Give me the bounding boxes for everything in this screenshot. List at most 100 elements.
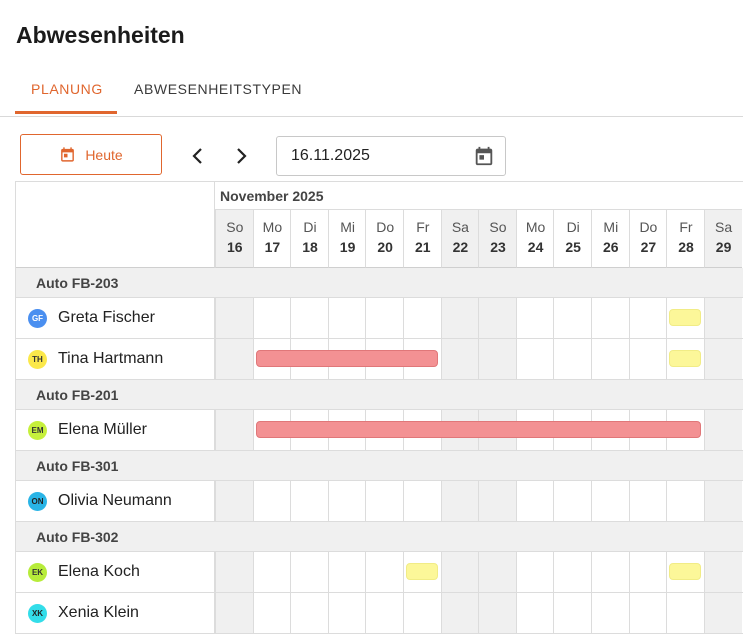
day-header: Fr 21 <box>403 209 442 268</box>
tab-abwesenheitstypen[interactable]: ABWESENHEITSTYPEN <box>134 81 303 97</box>
day-cell[interactable] <box>703 298 743 338</box>
day-cell[interactable] <box>591 339 630 379</box>
day-cell[interactable] <box>628 593 668 633</box>
day-cell[interactable] <box>478 593 517 633</box>
day-cell[interactable] <box>666 298 705 338</box>
day-cell[interactable] <box>327 552 367 592</box>
today-button[interactable]: Heute <box>20 134 162 175</box>
day-cell[interactable] <box>591 593 630 633</box>
day-cell[interactable] <box>403 298 442 338</box>
day-cell[interactable] <box>290 593 329 633</box>
person-name-cell[interactable]: GF Greta Fischer <box>16 298 215 338</box>
day-cell[interactable] <box>290 298 329 338</box>
day-cell[interactable] <box>703 552 743 592</box>
day-cell[interactable] <box>215 339 254 379</box>
day-cell[interactable] <box>252 552 292 592</box>
day-cell[interactable] <box>553 339 592 379</box>
day-cell[interactable] <box>628 339 668 379</box>
day-cell[interactable] <box>478 298 517 338</box>
person-name-cell[interactable]: EK Elena Koch <box>16 552 215 592</box>
absence-bar[interactable] <box>669 350 701 367</box>
day-cell[interactable] <box>553 552 592 592</box>
day-cell[interactable] <box>703 481 743 521</box>
calendar-icon[interactable] <box>473 145 495 167</box>
day-cell[interactable] <box>478 481 517 521</box>
active-tab-indicator <box>15 111 117 114</box>
day-cell[interactable] <box>591 552 630 592</box>
day-name: Mo <box>262 219 283 235</box>
day-cell[interactable] <box>215 481 254 521</box>
day-cell[interactable] <box>666 552 705 592</box>
day-cell[interactable] <box>327 481 367 521</box>
day-cell[interactable] <box>628 481 668 521</box>
absence-bar[interactable] <box>406 563 438 580</box>
day-cell[interactable] <box>515 481 555 521</box>
day-cell[interactable] <box>365 298 404 338</box>
day-cell[interactable] <box>703 593 743 633</box>
day-cell[interactable] <box>290 481 329 521</box>
day-cell[interactable] <box>327 593 367 633</box>
day-cell[interactable] <box>703 410 743 450</box>
day-cell[interactable] <box>440 298 480 338</box>
person-name-cell[interactable]: EM Elena Müller <box>16 410 215 450</box>
person-name: Xenia Klein <box>58 604 139 621</box>
avatar: TH <box>28 350 47 369</box>
day-cell[interactable] <box>215 298 254 338</box>
day-cell[interactable] <box>666 339 705 379</box>
day-cell[interactable] <box>440 593 480 633</box>
day-cell[interactable] <box>515 593 555 633</box>
day-cell[interactable] <box>215 552 254 592</box>
day-header: Mi 26 <box>591 209 630 268</box>
group-label: Auto FB-301 <box>36 458 119 474</box>
day-cell[interactable] <box>515 552 555 592</box>
person-name-cell[interactable]: TH Tina Hartmann <box>16 339 215 379</box>
day-cell[interactable] <box>478 339 517 379</box>
person-name-cell[interactable]: XK Xenia Klein <box>16 593 215 633</box>
day-name: Di <box>303 219 317 235</box>
day-cell[interactable] <box>215 593 254 633</box>
day-cell[interactable] <box>252 298 292 338</box>
day-cell[interactable] <box>290 552 329 592</box>
date-field[interactable]: 16.11.2025 <box>276 136 506 176</box>
day-cell[interactable] <box>666 593 705 633</box>
day-cell[interactable] <box>403 552 442 592</box>
day-cell[interactable] <box>365 481 404 521</box>
absence-bar[interactable] <box>255 421 701 438</box>
day-cell[interactable] <box>440 552 480 592</box>
day-cell[interactable] <box>591 298 630 338</box>
absence-bar[interactable] <box>669 309 701 326</box>
day-cell[interactable] <box>365 552 404 592</box>
day-cell[interactable] <box>591 481 630 521</box>
day-cell[interactable] <box>252 410 292 450</box>
absence-bar[interactable] <box>255 350 438 367</box>
avatar: XK <box>28 604 47 623</box>
day-header: Sa 22 <box>440 209 480 268</box>
day-cell[interactable] <box>703 339 743 379</box>
day-cell[interactable] <box>403 481 442 521</box>
day-cell[interactable] <box>553 593 592 633</box>
day-cell[interactable] <box>440 339 480 379</box>
day-cell[interactable] <box>327 298 367 338</box>
day-cell[interactable] <box>553 298 592 338</box>
person-name: Tina Hartmann <box>58 350 164 367</box>
day-cell[interactable] <box>515 298 555 338</box>
day-cell[interactable] <box>403 593 442 633</box>
previous-week-button[interactable] <box>188 145 208 167</box>
day-cell[interactable] <box>215 410 254 450</box>
day-cell[interactable] <box>515 339 555 379</box>
day-cell[interactable] <box>252 339 292 379</box>
day-cell[interactable] <box>440 481 480 521</box>
day-cell[interactable] <box>365 593 404 633</box>
day-cell[interactable] <box>628 298 668 338</box>
day-cell[interactable] <box>252 593 292 633</box>
month-label: November 2025 <box>220 188 324 204</box>
tab-planung[interactable]: PLANUNG <box>31 81 103 97</box>
person-name-cell[interactable]: ON Olivia Neumann <box>16 481 215 521</box>
next-week-button[interactable] <box>231 145 251 167</box>
day-cell[interactable] <box>478 552 517 592</box>
day-cell[interactable] <box>628 552 668 592</box>
day-cell[interactable] <box>553 481 592 521</box>
day-cell[interactable] <box>252 481 292 521</box>
day-cell[interactable] <box>666 481 705 521</box>
absence-bar[interactable] <box>669 563 701 580</box>
